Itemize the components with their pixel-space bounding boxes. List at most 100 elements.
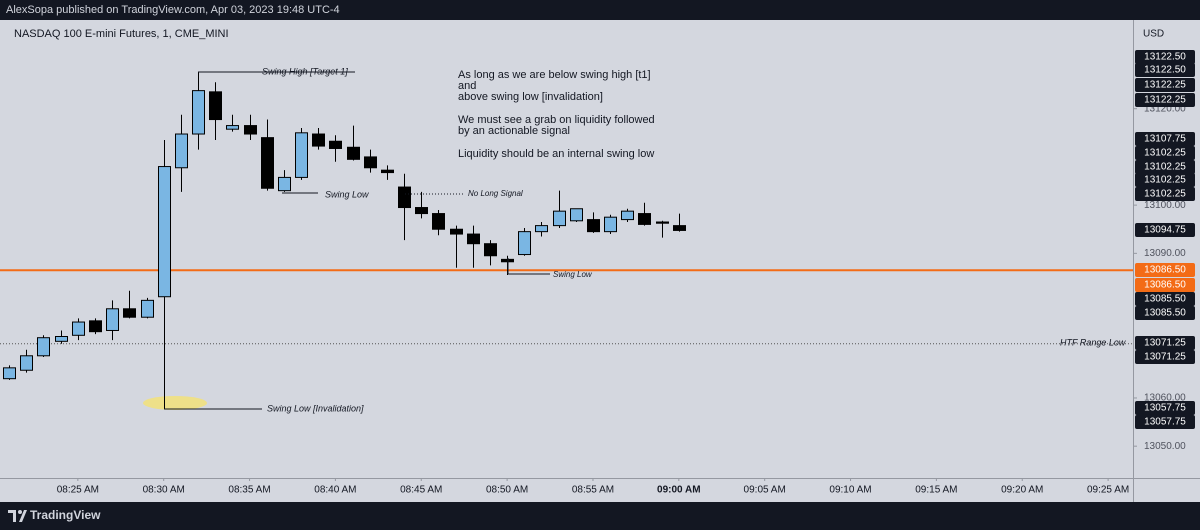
price-label: 13057.75	[1144, 417, 1186, 428]
candle-body	[20, 355, 33, 371]
candle-body	[37, 337, 50, 357]
candle-body	[261, 137, 274, 189]
price-label-box	[1135, 50, 1195, 64]
candle-body	[329, 140, 342, 149]
brand: TradingView	[30, 508, 101, 522]
price-label: 13102.25	[1144, 148, 1186, 159]
x-tick-label: 08:55 AM	[572, 485, 614, 496]
price-label: 13071.25	[1144, 338, 1186, 349]
price-label: 13085.50	[1144, 294, 1186, 305]
candle-body	[415, 207, 428, 215]
annotation: Swing Low [Invalidation]	[267, 403, 364, 413]
annotation: No Long Signal	[468, 189, 523, 198]
candle-body	[295, 132, 308, 178]
highlight	[143, 396, 207, 410]
price-label-box	[1135, 306, 1195, 320]
candle-body	[570, 208, 583, 222]
candle-body	[398, 186, 411, 209]
price-label: 13122.50	[1144, 65, 1186, 76]
candle-body	[432, 213, 445, 230]
candle-body	[209, 91, 222, 121]
candle-body	[450, 228, 463, 235]
y-tick-label: 13120.00	[1144, 103, 1186, 114]
candle-body	[381, 169, 394, 174]
price-label-box	[1135, 263, 1195, 277]
annotation: Swing Low	[553, 270, 593, 279]
footer-bar	[0, 502, 1200, 530]
price-label: 13057.75	[1144, 403, 1186, 414]
candle-body	[141, 299, 154, 318]
candle-body	[123, 308, 136, 318]
candle-body	[55, 336, 68, 342]
note-line: As long as we are below swing high [t1]	[458, 69, 651, 81]
candle-body	[226, 125, 239, 130]
candle-body	[192, 90, 205, 135]
price-label: 13122.25	[1144, 80, 1186, 91]
candle-body	[484, 243, 497, 257]
candle-body	[244, 125, 257, 135]
x-tick-label: 09:25 AM	[1087, 485, 1129, 496]
candle-body	[3, 367, 16, 380]
x-tick-label: 09:05 AM	[744, 485, 786, 496]
x-tick-label: 09:00 AM	[657, 485, 701, 496]
price-label-box	[1135, 146, 1195, 160]
x-tick-label: 09:20 AM	[1001, 485, 1043, 496]
price-label-box	[1135, 278, 1195, 292]
price-label-box	[1135, 401, 1195, 415]
price-label-box	[1135, 187, 1195, 201]
x-tick-label: 08:35 AM	[228, 485, 270, 496]
currency: USD	[1143, 29, 1164, 40]
price-label-box	[1135, 78, 1195, 92]
price-label: 13086.50	[1144, 280, 1186, 291]
top-bar	[0, 0, 1200, 20]
candle-body	[656, 221, 669, 224]
candle-body	[621, 210, 634, 221]
candle-body	[312, 133, 325, 147]
candle-body	[278, 176, 291, 192]
y-tick-label: 13100.00	[1144, 200, 1186, 211]
publish-info: AlexSopa published on TradingView.com, A…	[6, 4, 340, 16]
price-label: 13102.25	[1144, 162, 1186, 173]
candle-body	[364, 156, 377, 169]
candle-body	[604, 216, 617, 233]
candle-body	[158, 166, 171, 298]
x-tick-label: 09:10 AM	[829, 485, 871, 496]
candle-body	[518, 231, 531, 256]
price-label: 13122.25	[1144, 95, 1186, 106]
price-label-box	[1135, 93, 1195, 107]
candle-body	[553, 210, 566, 227]
x-tick-label: 08:50 AM	[486, 485, 528, 496]
note-line: Liquidity should be an internal swing lo…	[458, 148, 654, 160]
note-line: above swing low [invalidation]	[458, 91, 603, 103]
candle-body	[89, 320, 102, 333]
chart-title: NASDAQ 100 E-mini Futures, 1, CME_MINI	[14, 28, 229, 40]
x-tick-label: 08:45 AM	[400, 485, 442, 496]
price-label: 13071.25	[1144, 352, 1186, 363]
price-label: 13086.50	[1144, 265, 1186, 276]
candle-body	[72, 321, 85, 336]
price-label: 13102.25	[1144, 175, 1186, 186]
note-line: and	[458, 80, 476, 92]
candle-body	[106, 308, 119, 331]
price-label-box	[1135, 160, 1195, 174]
x-tick-label: 08:40 AM	[314, 485, 356, 496]
y-tick-label: 13090.00	[1144, 248, 1186, 259]
price-label: 13094.75	[1144, 225, 1186, 236]
price-label-box	[1135, 63, 1195, 77]
x-tick-label: 09:15 AM	[915, 485, 957, 496]
annotation: HTF Range Low	[1060, 337, 1126, 347]
candle-body	[175, 133, 188, 169]
x-tick-label: 08:30 AM	[143, 485, 185, 496]
candle-body	[673, 225, 686, 231]
price-label-box	[1135, 173, 1195, 187]
candle-body	[638, 213, 651, 225]
candle-body	[347, 146, 360, 160]
price-label-box	[1135, 223, 1195, 237]
price-label: 13107.75	[1144, 134, 1186, 145]
annotation: Swing High [Target 1]	[262, 66, 348, 76]
y-tick-label: 13060.00	[1144, 393, 1186, 404]
annotation: Swing Low	[325, 189, 369, 199]
price-label: 13102.25	[1144, 189, 1186, 200]
